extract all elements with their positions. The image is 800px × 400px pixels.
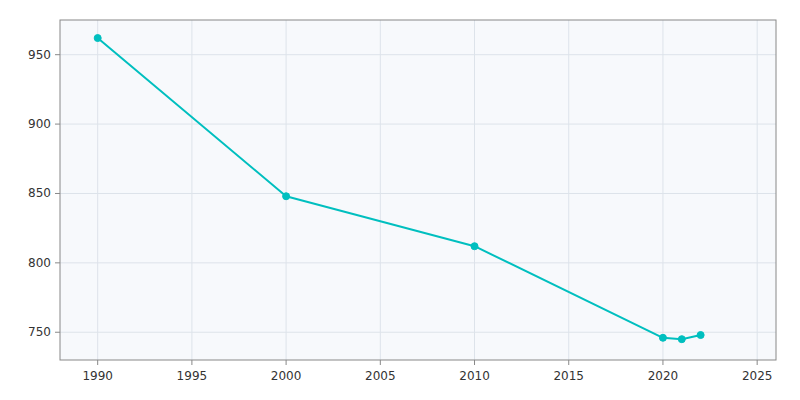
- grid: [60, 20, 776, 360]
- page: {"chart_data": {"type": "line", "x": [19…: [0, 0, 800, 400]
- y-grid-line: [60, 54, 776, 55]
- y-grid-line: [60, 262, 776, 263]
- x-tick-mark: [380, 360, 381, 365]
- x-tick-label: 2005: [365, 369, 396, 383]
- y-tick-mark: [55, 193, 60, 194]
- x-tick-mark: [662, 360, 663, 365]
- y-grid-line: [60, 124, 776, 125]
- x-grid-line: [286, 20, 287, 360]
- y-tick-label: 850: [28, 186, 51, 200]
- x-tick-mark: [757, 360, 758, 365]
- x-tick-label: 2010: [459, 369, 490, 383]
- x-tick-label: 1995: [177, 369, 208, 383]
- x-grid-line: [380, 20, 381, 360]
- x-tick-mark: [286, 360, 287, 365]
- x-tick-label: 2025: [742, 369, 773, 383]
- x-grid-line: [662, 20, 663, 360]
- y-tick-label: 900: [28, 117, 51, 131]
- x-tick-mark: [568, 360, 569, 365]
- x-tick-mark: [97, 360, 98, 365]
- chart-container: 1990 1995 2000 2005 2010 2015 2020 2025 750 800 85…: [0, 0, 800, 400]
- y-grid-line: [60, 193, 776, 194]
- x-tick-mark: [191, 360, 192, 365]
- x-grid-line: [568, 20, 569, 360]
- x-tick-label: 1990: [82, 369, 113, 383]
- y-tick-label: 800: [28, 256, 51, 270]
- plot-frame: [60, 20, 776, 360]
- axes: 1990 1995 2000 2005 2010 2015 2020 2025 750 800 85…: [28, 48, 772, 383]
- line: [98, 38, 701, 339]
- x-tick-label: 2000: [271, 369, 302, 383]
- x-grid-line: [757, 20, 758, 360]
- y-tick-mark: [55, 54, 60, 55]
- x-grid-line: [97, 20, 98, 360]
- marker: [471, 243, 478, 250]
- marker: [283, 193, 290, 200]
- marker: [678, 336, 685, 343]
- y-tick-mark: [55, 332, 60, 333]
- x-grid-line: [191, 20, 192, 360]
- plot-area: [60, 20, 776, 360]
- y-tick-label: 950: [28, 48, 51, 62]
- x-tick-label: 2015: [553, 369, 584, 383]
- y-tick-mark: [55, 262, 60, 263]
- marker: [697, 332, 704, 339]
- marker: [659, 334, 666, 341]
- data: [94, 35, 704, 343]
- x-tick-label: 2020: [648, 369, 679, 383]
- y-tick-mark: [55, 124, 60, 125]
- x-tick-mark: [474, 360, 475, 365]
- y-grid-line: [60, 332, 776, 333]
- y-tick-label: 750: [28, 325, 51, 339]
- marker: [94, 35, 101, 42]
- x-grid-line: [474, 20, 475, 360]
- chart: 1990 1995 2000 2005 2010 2015 2020 2025 750 800 85…: [0, 0, 800, 400]
